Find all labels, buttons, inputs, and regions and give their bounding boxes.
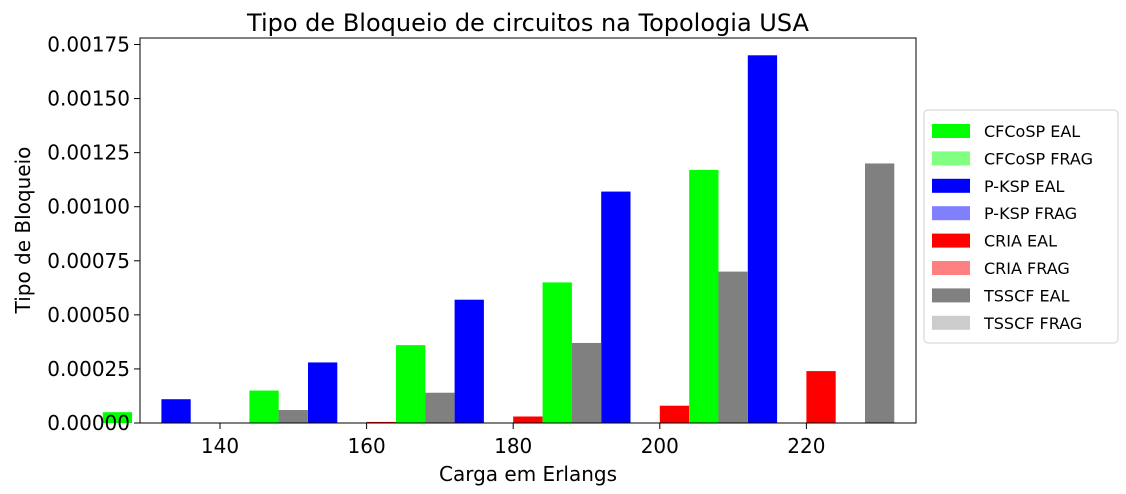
y-tick-label: 0.00100 [47, 195, 130, 219]
legend-swatch [932, 315, 970, 330]
bar-p-ksp-eal-160 [308, 362, 338, 423]
legend-label: TSSCF EAL [983, 286, 1070, 305]
bar-tsscf-eal-160 [425, 392, 455, 423]
legend-label: P-KSP FRAG [984, 204, 1077, 223]
y-tick-label: 0.00075 [47, 249, 130, 273]
bar-cfcosp-eal-220 [689, 169, 719, 423]
x-tick-label: 140 [201, 434, 239, 458]
legend-label: P-KSP EAL [984, 177, 1065, 196]
bar-p-ksp-eal-220 [747, 55, 778, 424]
y-tick-label: 0.00000 [47, 411, 130, 435]
bar-cria-eal-220 [806, 371, 836, 423]
bar-cfcosp-eal-140 [102, 412, 133, 423]
legend-label: CFCoSP FRAG [984, 149, 1093, 168]
legend-swatch [932, 178, 970, 193]
y-tick-label: 0.00025 [47, 357, 130, 381]
y-tick-label: 0.00150 [47, 87, 130, 111]
chart-title: Tipo de Bloqueio de circuitos na Topolog… [246, 9, 809, 37]
bar-p-ksp-eal-200 [601, 191, 631, 423]
legend: CFCoSP EAL CFCoSP FRAG P-KSP EAL P-KSP FRAG… [923, 109, 1119, 344]
legend-swatch [932, 151, 970, 166]
legend-swatch [932, 288, 970, 303]
bar-cfcosp-eal-160 [249, 390, 279, 423]
x-tick-label: 180 [494, 434, 532, 458]
x-tick-label: 220 [787, 434, 825, 458]
plot-frame [139, 37, 917, 424]
bar-p-ksp-eal-180 [454, 299, 484, 423]
bars-group [102, 55, 895, 424]
bar-tsscf-eal-200 [718, 271, 748, 423]
legend-swatch [932, 233, 970, 248]
legend-label: CFCoSP EAL [984, 122, 1080, 141]
y-tick-label: 0.00050 [47, 303, 130, 327]
bar-cria-eal-180 [513, 416, 543, 423]
y-tick-label: 0.00175 [47, 32, 130, 56]
legend-swatch [932, 206, 970, 221]
x-tick-label: 160 [348, 434, 386, 458]
legend-label: CRIA FRAG [984, 259, 1070, 278]
y-tick-label: 0.00125 [47, 141, 130, 165]
bar-cria-eal-200 [659, 405, 690, 423]
legend-swatch [932, 124, 970, 138]
legend-swatch [932, 261, 970, 275]
legend-frame [923, 109, 1119, 344]
bar-cfcosp-eal-180 [396, 345, 426, 423]
bar-tsscf-eal-180 [571, 342, 602, 423]
legend-label: CRIA EAL [984, 232, 1057, 251]
y-axis-title: Tipo de Bloqueio [11, 147, 35, 315]
bar-p-ksp-eal-140 [161, 399, 191, 423]
legend-label: TSSCF FRAG [983, 314, 1082, 333]
bar-cria-eal-160 [366, 421, 396, 423]
y-axis: 0.00000 0.00025 0.00050 0.00075 0.00100 0.001… [47, 32, 140, 435]
bar-cfcosp-eal-200 [542, 282, 572, 423]
x-axis-title: Carga em Erlangs [439, 462, 617, 486]
bar-tsscf-eal-220 [865, 163, 895, 423]
bar-tsscf-eal-140 [278, 410, 308, 423]
x-tick-label: 200 [641, 434, 679, 458]
x-axis: 140 160 180 200 220 [201, 423, 825, 458]
